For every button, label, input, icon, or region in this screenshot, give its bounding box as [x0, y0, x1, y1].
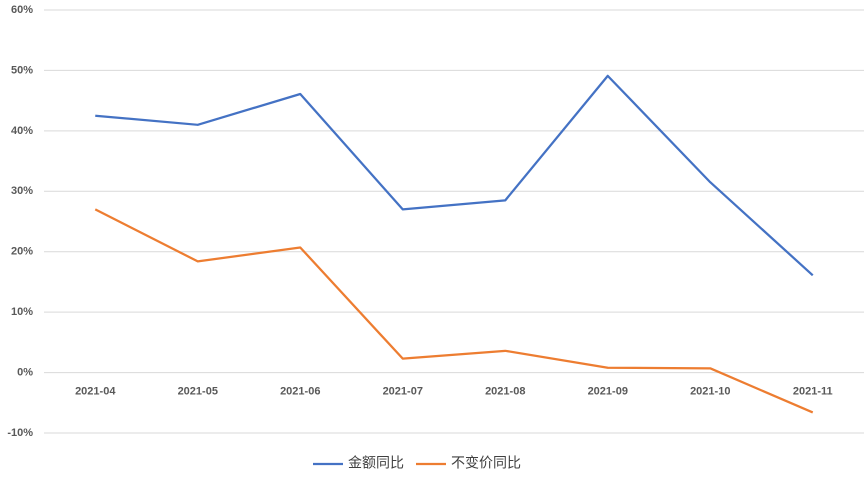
x-tick-label: 2021-08 — [485, 385, 525, 397]
y-tick-label: 50% — [11, 64, 33, 76]
x-tick-label: 2021-07 — [383, 385, 423, 397]
y-tick-label: 10% — [11, 306, 33, 318]
y-tick-label: 20% — [11, 246, 33, 258]
x-tick-label: 2021-06 — [280, 385, 320, 397]
x-tick-label: 2021-11 — [793, 385, 833, 397]
x-tick-label: 2021-04 — [75, 385, 116, 397]
y-tick-label: 60% — [11, 4, 33, 16]
y-tick-label: -10% — [7, 427, 33, 439]
y-tick-label: 30% — [11, 185, 33, 197]
x-tick-label: 2021-05 — [178, 385, 218, 397]
x-tick-label: 2021-09 — [588, 385, 628, 397]
y-tick-label: 40% — [11, 125, 33, 137]
legend-label: 金额同比 — [348, 455, 404, 471]
legend-label: 不变价同比 — [451, 455, 521, 471]
series-line — [94, 208, 814, 414]
series-line — [95, 74, 814, 277]
x-tick-label: 2021-10 — [690, 385, 730, 397]
y-tick-label: 0% — [17, 366, 33, 378]
